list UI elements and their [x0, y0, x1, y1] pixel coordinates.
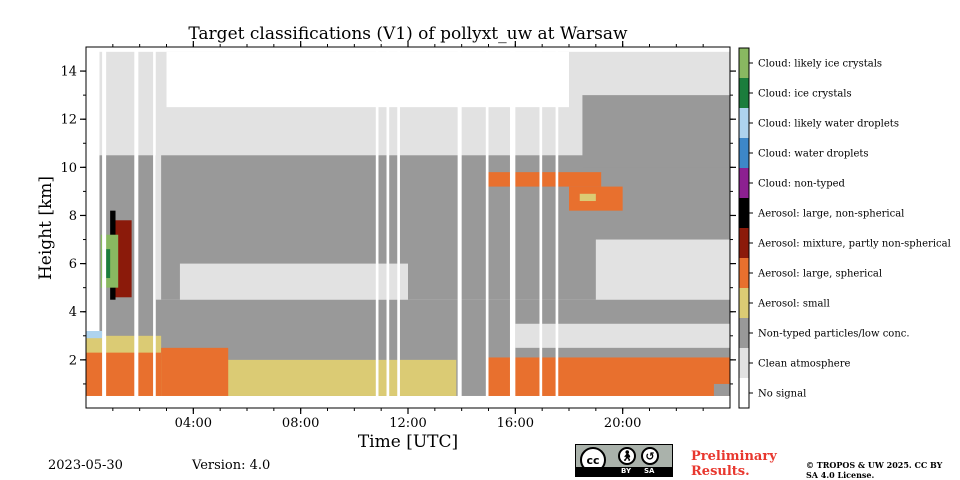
version-label: Version: 4.0: [192, 458, 271, 473]
class-region-5: [179, 263, 408, 300]
colorbar-label-2: Non-typed particles/low conc.: [758, 329, 910, 340]
no-signal-gap-4: [386, 47, 390, 408]
colorbar-label-1: Clean atmosphere: [758, 359, 851, 370]
colorbar-frame: [738, 47, 750, 409]
colorbar-swatch-6: [739, 198, 749, 228]
no-signal-gap-1: [134, 47, 139, 408]
colorbar-label-7: Cloud: non-typed: [758, 179, 846, 190]
no-signal-gap-8: [509, 47, 516, 408]
colorbar-swatch-2: [739, 318, 749, 348]
colorbar-label-10: Cloud: ice crystals: [758, 89, 852, 100]
colorbar-label-3: Aerosol: small: [757, 299, 830, 310]
x-tick-label: 12:00: [389, 416, 426, 431]
class-region-15: [488, 172, 602, 187]
colorbar-swatch-0: [739, 378, 749, 408]
colorbar-swatch-9: [739, 108, 749, 138]
colorbar-swatch-5: [739, 228, 749, 258]
class-region-16: [569, 186, 623, 211]
heatmap-layer: [86, 47, 731, 408]
chart-title: Target classifications (V1) of pollyxt_u…: [188, 24, 628, 44]
no-signal-gap-7: [485, 47, 489, 408]
class-region-7: [595, 239, 730, 300]
colorbar-label-5: Aerosol: mixture, partly non-spherical: [757, 239, 951, 250]
colorbar-label-8: Cloud: water droplets: [758, 149, 869, 160]
x-tick-label: 20:00: [604, 416, 641, 431]
x-axis-label: Time [UTC]: [357, 432, 459, 452]
x-tick-label: 04:00: [175, 416, 212, 431]
y-tick-label: 12: [60, 113, 77, 128]
colorbar-swatch-10: [739, 78, 749, 108]
colorbar-swatch-8: [739, 138, 749, 168]
preliminary-results-note: Preliminary Results.: [691, 449, 777, 479]
date-label: 2023-05-30: [48, 458, 123, 473]
copyright-notice: © TROPOS & UW 2025. CC BY SA 4.0 License…: [806, 460, 943, 480]
share-alike-icon: ↺: [641, 447, 659, 465]
y-tick-label: 10: [60, 161, 77, 176]
colorbar-label-4: Aerosol: large, spherical: [757, 269, 882, 280]
y-tick-label: 2: [69, 353, 77, 368]
y-tick-label: 8: [69, 209, 77, 224]
class-region-22: [86, 330, 103, 339]
cc-license-logo: cc 🚶︎ ↺ BY SA: [575, 444, 673, 477]
colorbar-label-6: Aerosol: large, non-spherical: [757, 209, 904, 220]
y-tick-label: 6: [69, 257, 77, 272]
class-region-8: [166, 51, 569, 108]
x-tick-label: 16:00: [497, 416, 534, 431]
axes: 04:00 08:00 12:00 16:00 20:00 2 4 6 8 10 12 14: [60, 41, 736, 431]
class-region-13: [488, 357, 730, 396]
cc-strip: [576, 467, 672, 476]
y-tick-label: 4: [69, 305, 77, 320]
colorbar-swatch-11: [739, 48, 749, 78]
cc-by-text: BY: [621, 467, 632, 475]
y-tick-label: 14: [60, 65, 77, 80]
class-region-23: [86, 47, 100, 331]
no-signal-gap-0: [102, 47, 107, 408]
colorbar: No signal Clean atmosphere Non-typed parti…: [738, 47, 951, 409]
colorbar-swatch-7: [739, 168, 749, 198]
colorbar-swatch-3: [739, 288, 749, 318]
colorbar-label-11: Cloud: likely ice crystals: [758, 59, 882, 70]
colorbar-swatch-4: [739, 258, 749, 288]
y-axis-label: Height [km]: [36, 175, 56, 281]
no-signal-gap-2: [153, 47, 156, 408]
no-signal-gap-10: [555, 47, 559, 408]
class-region-6: [515, 323, 730, 348]
x-tick-label: 08:00: [282, 416, 319, 431]
no-signal-gap-9: [539, 47, 543, 408]
no-signal-gap-3: [375, 47, 379, 408]
class-region-14: [713, 383, 730, 396]
class-region-4: [582, 95, 730, 168]
colorbar-label-9: Cloud: likely water droplets: [758, 119, 899, 130]
class-region-11: [86, 352, 162, 396]
no-signal-gap-5: [397, 47, 400, 408]
colorbar-swatch-1: [739, 348, 749, 378]
attribution-icon: 🚶︎: [618, 447, 636, 465]
cc-sa-text: SA: [644, 467, 655, 475]
class-region-17: [579, 193, 596, 202]
colorbar-label-0: No signal: [758, 389, 806, 400]
class-region-12: [161, 347, 229, 396]
no-signal-gap-6: [457, 47, 462, 408]
